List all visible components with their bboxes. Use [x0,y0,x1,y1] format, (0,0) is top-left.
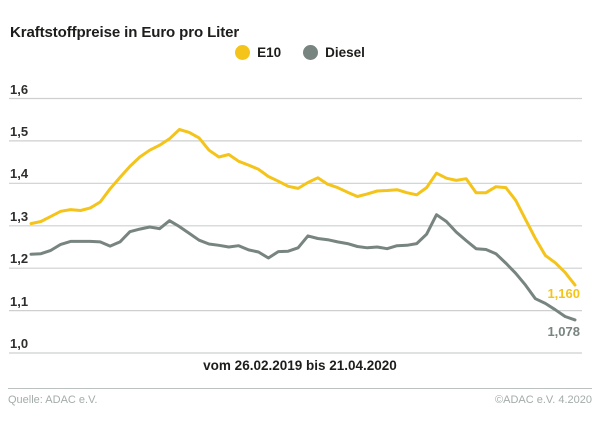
legend: E10 Diesel [0,45,600,60]
diesel-series-dot-icon [303,45,319,60]
y-axis-tick-label: 1,0 [10,336,29,351]
legend-item-diesel: Diesel [303,45,365,60]
copyright-note: ©ADAC e.V. 4.2020 [495,394,592,406]
source-note: Quelle: ADAC e.V. [8,394,98,406]
series-line-e10 [29,128,577,287]
series-line-diesel [29,213,577,322]
legend-item-e10: E10 [235,45,281,60]
footer: Quelle: ADAC e.V. ©ADAC e.V. 4.2020 [8,388,592,406]
x-axis-range-label: vom 26.02.2019 bis 21.04.2020 [203,358,397,373]
e10-end-value-label: 1,160 [547,286,580,301]
chart-title: Kraftstoffpreise in Euro pro Liter [10,24,240,41]
y-axis-tick-label: 1,5 [10,123,29,139]
y-axis-tick-label: 1,2 [10,251,29,267]
e10-series-dot-icon [235,45,251,60]
y-axis-tick-label: 1,3 [10,208,29,224]
legend-label-diesel: Diesel [325,45,365,60]
y-axis-tick-label: 1,6 [10,81,29,97]
diesel-end-value-label: 1,078 [547,324,580,339]
y-axis-tick-label: 1,4 [10,166,29,182]
y-axis-tick-label: 1,1 [10,293,29,309]
legend-label-e10: E10 [257,45,282,60]
